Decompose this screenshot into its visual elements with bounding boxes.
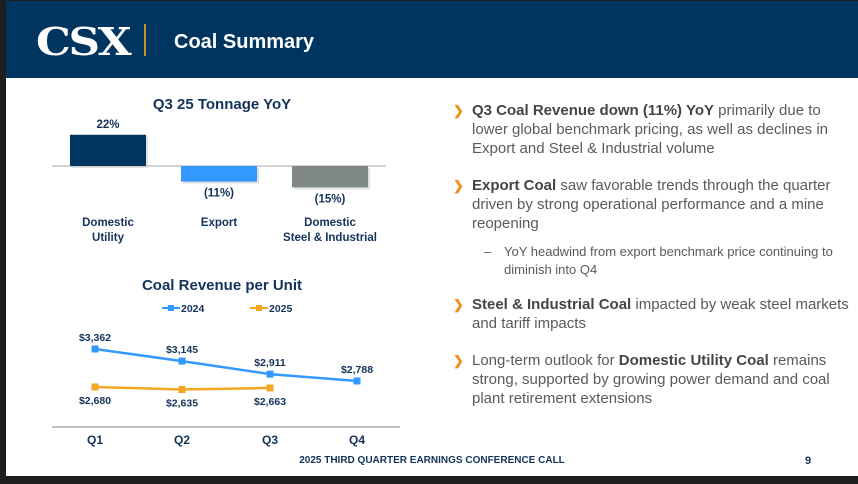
data-label: $3,145 xyxy=(166,344,198,356)
chevron-right-icon: ❯ xyxy=(453,103,464,118)
x-tick-label: Q3 xyxy=(262,433,278,447)
sub-bullet-text: YoY headwind from export benchmark price… xyxy=(504,244,833,277)
bullet-text: impacted by weak steel markets and tarif… xyxy=(472,296,849,332)
data-point xyxy=(178,357,186,365)
bar-data-label: (15%) xyxy=(315,193,346,205)
chevron-right-icon: ❯ xyxy=(453,297,464,312)
dash-icon: – xyxy=(484,244,492,259)
page-title: Coal Summary xyxy=(174,31,315,53)
bar xyxy=(181,166,257,182)
data-point xyxy=(353,377,361,385)
tonnage-bar-chart: 22% Domestic Utility (11%) Export (15%) Domest… xyxy=(52,119,386,244)
bullet-text: primarily due to lower global benchmark … xyxy=(472,102,829,157)
data-label: $3,362 xyxy=(79,332,111,344)
revenue-line-chart: 2024 2025 Q1 Q2 Q3 Q4 $3,362 $3,145 $2,911 $2,788… xyxy=(52,303,400,447)
bullet-bold-text: Export Coal xyxy=(472,177,557,194)
line-chart-title: Coal Revenue per Unit xyxy=(141,277,303,294)
data-label: $2,680 xyxy=(79,395,111,407)
footer-text: 2025 THIRD QUARTER EARNINGS CONFERENCE C… xyxy=(299,455,565,466)
bar-category-label: Utility xyxy=(92,232,125,244)
legend-label: 2025 xyxy=(269,303,293,315)
data-point xyxy=(178,385,186,393)
x-tick-label: Q2 xyxy=(174,433,190,447)
header: CSX Coal Summary xyxy=(6,1,858,78)
page-number: 9 xyxy=(805,455,812,467)
data-point xyxy=(266,384,274,392)
data-label: $2,788 xyxy=(341,364,373,376)
bar-category-label: Export xyxy=(201,217,238,229)
data-point xyxy=(266,370,274,378)
csx-logo: CSX xyxy=(36,19,132,64)
bar-data-label: 22% xyxy=(96,119,119,131)
bar-chart-title: Q3 25 Tonnage YoY xyxy=(152,96,292,113)
bar xyxy=(292,166,368,188)
bullet-text: saw favorable trends through the quarter… xyxy=(472,177,831,232)
data-point xyxy=(91,383,99,391)
x-tick-label: Q1 xyxy=(87,433,103,447)
data-label: $2,635 xyxy=(166,397,198,409)
sub-bullet: – YoY headwind from export benchmark pric… xyxy=(453,243,853,279)
header-divider xyxy=(144,24,146,56)
bullet-bold-text: Steel & Industrial Coal xyxy=(472,296,632,313)
bullet-bold-text: Q3 Coal Revenue down (11%) YoY xyxy=(472,102,715,119)
bullet-bold-text: Domestic Utility Coal xyxy=(618,352,769,369)
data-label: $2,663 xyxy=(254,396,286,408)
legend-marker xyxy=(168,305,174,311)
bar-category-label: Steel & Industrial xyxy=(283,232,377,244)
bar-category-label: Domestic xyxy=(82,217,134,229)
bullet-list: ❯ Q3 Coal Revenue down (11%) YoY primaril… xyxy=(453,101,853,426)
legend-label: 2024 xyxy=(181,303,205,315)
bar-category-label: Domestic xyxy=(304,217,356,229)
x-tick-label: Q4 xyxy=(349,433,365,447)
chevron-right-icon: ❯ xyxy=(453,353,464,368)
bullet-text: Long-term outlook for xyxy=(472,352,619,369)
bullet-item: ❯ Q3 Coal Revenue down (11%) YoY primaril… xyxy=(453,101,853,158)
series-line-2024 xyxy=(94,347,358,383)
bullet-text: remains strong, supported by growing pow… xyxy=(472,352,830,407)
bullet-item: ❯ Long-term outlook for Domestic Utility … xyxy=(453,351,853,408)
slide: CSX Coal Summary Q3 25 Tonnage YoY 22% Do… xyxy=(6,1,858,476)
bullet-item: ❯ Export Coal saw favorable trends throug… xyxy=(453,176,853,233)
data-point xyxy=(91,345,99,353)
bar xyxy=(70,134,146,166)
data-label: $2,911 xyxy=(254,357,286,369)
bar-data-label: (11%) xyxy=(204,188,234,200)
chevron-right-icon: ❯ xyxy=(453,178,464,193)
legend-marker xyxy=(256,305,262,311)
bullet-item: ❯ Steel & Industrial Coal impacted by wea… xyxy=(453,295,853,333)
